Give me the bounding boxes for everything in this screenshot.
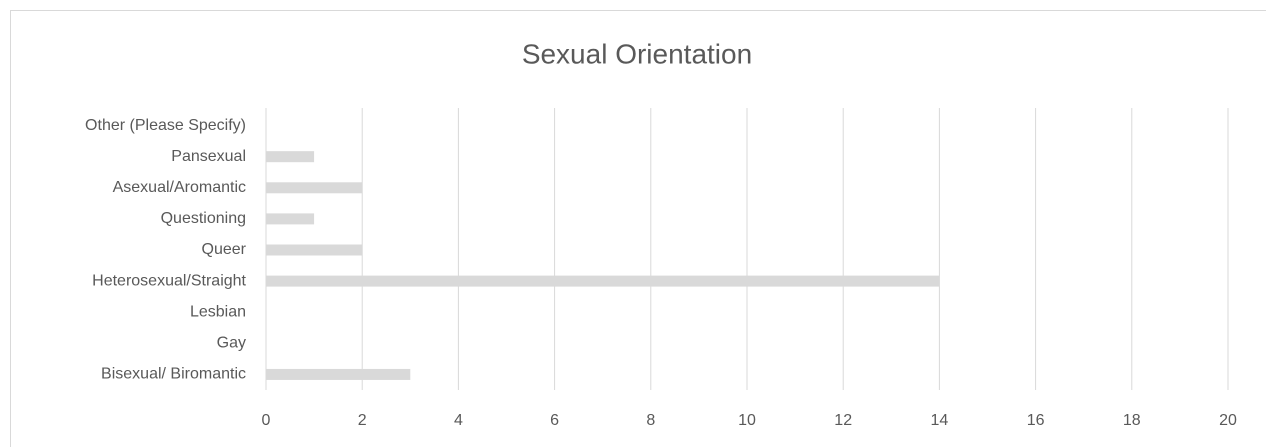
bar: [266, 213, 315, 225]
y-tick-label: Asexual/Aromantic: [113, 179, 246, 196]
x-tick-label: 14: [931, 412, 949, 429]
bar: [266, 244, 363, 256]
y-tick-label: Gay: [217, 335, 246, 352]
x-tick-label: 12: [834, 412, 852, 429]
bar: [266, 151, 315, 163]
bar: [266, 368, 411, 380]
y-tick-label: Pansexual: [171, 148, 246, 165]
chart-title: Sexual Orientation: [522, 38, 752, 69]
y-tick-label: Other (Please Specify): [85, 117, 246, 134]
x-tick-label: 6: [550, 412, 559, 429]
x-tick-label: 18: [1123, 412, 1141, 429]
bar: [266, 182, 363, 194]
x-tick-label: 20: [1219, 412, 1237, 429]
x-tick-label: 0: [262, 412, 271, 429]
y-tick-label: Heterosexual/Straight: [92, 272, 246, 289]
x-tick-label: 16: [1027, 412, 1045, 429]
y-tick-label: Lesbian: [190, 303, 246, 320]
x-tick-label: 8: [646, 412, 655, 429]
y-tick-label: Queer: [202, 241, 247, 258]
y-tick-label: Bisexual/ Biromantic: [101, 366, 246, 383]
y-tick-label: Questioning: [161, 210, 246, 227]
x-tick-label: 10: [738, 412, 756, 429]
bar: [266, 275, 940, 287]
chart-border: [10, 10, 1266, 447]
x-tick-label: 4: [454, 412, 463, 429]
x-tick-label: 2: [358, 412, 367, 429]
